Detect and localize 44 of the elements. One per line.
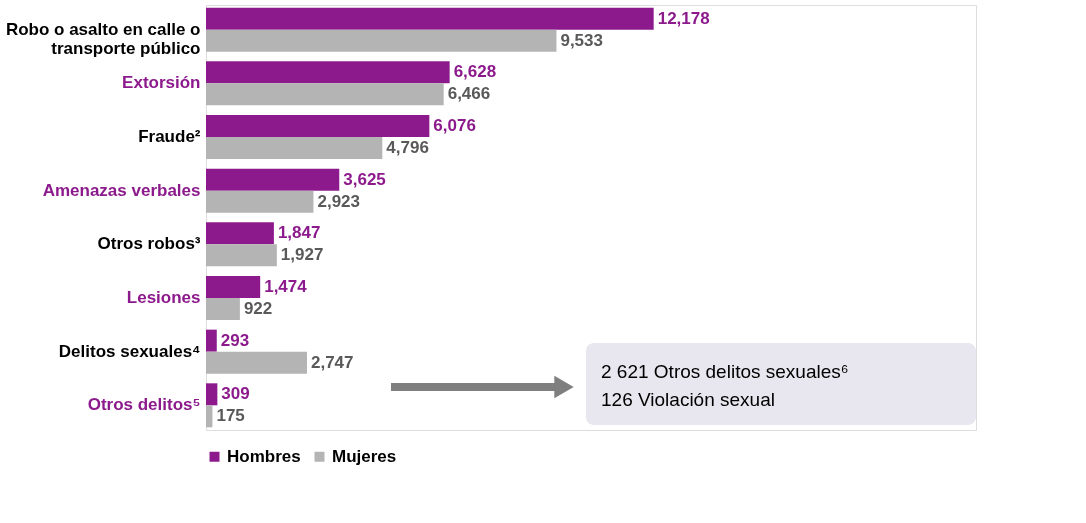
bar [206, 168, 340, 191]
bar [206, 137, 383, 160]
bar [206, 222, 274, 245]
data-label: 2,747 [310, 352, 354, 372]
bar [206, 7, 654, 30]
y-tick-label: Lesiones [126, 287, 201, 307]
legend-label: Hombres [227, 446, 301, 466]
bar [206, 383, 218, 406]
data-label: 12,178 [657, 8, 710, 28]
data-label: 6,466 [447, 84, 491, 104]
bar [206, 244, 277, 267]
data-label: 922 [243, 298, 273, 318]
y-tick-label: Extorsión [122, 73, 201, 93]
data-label: 1,927 [280, 245, 324, 265]
bar [206, 190, 314, 213]
bar [206, 115, 430, 138]
y-tick-label: Otros delitos⁵ [87, 395, 201, 415]
data-label: 4,796 [386, 138, 429, 158]
annotation: 2 621 Otros delitos sexuales⁶ [601, 361, 849, 382]
data-label: 175 [216, 406, 245, 426]
data-label: 1,847 [277, 223, 321, 243]
data-label: 9,533 [560, 30, 603, 50]
bar [206, 329, 217, 352]
annotation: 126 Violación sexual [601, 389, 775, 410]
data-label: 309 [221, 384, 250, 404]
bar [206, 351, 307, 374]
data-label: 3,625 [343, 169, 386, 189]
data-label: 2,923 [317, 191, 360, 211]
bar [206, 275, 261, 298]
bar [206, 297, 240, 320]
data-label: 1,474 [264, 276, 308, 296]
bar [206, 61, 450, 84]
y-tick-label: Otros robos³ [97, 234, 201, 254]
data-label: 293 [220, 330, 250, 350]
bar [206, 83, 444, 106]
bar [206, 405, 213, 428]
y-tick-label: Fraude² [138, 127, 201, 147]
y-tick-label: Delitos sexuales⁴ [58, 341, 201, 361]
data-label: 6,076 [433, 116, 476, 136]
y-tick-label: Amenazas verbales [42, 180, 201, 200]
bar [206, 29, 557, 52]
data-label: 6,628 [453, 62, 497, 82]
legend-label: Mujeres [332, 446, 397, 466]
y-tick-label: Robo o asalto en calle o transporte público [5, 19, 201, 58]
